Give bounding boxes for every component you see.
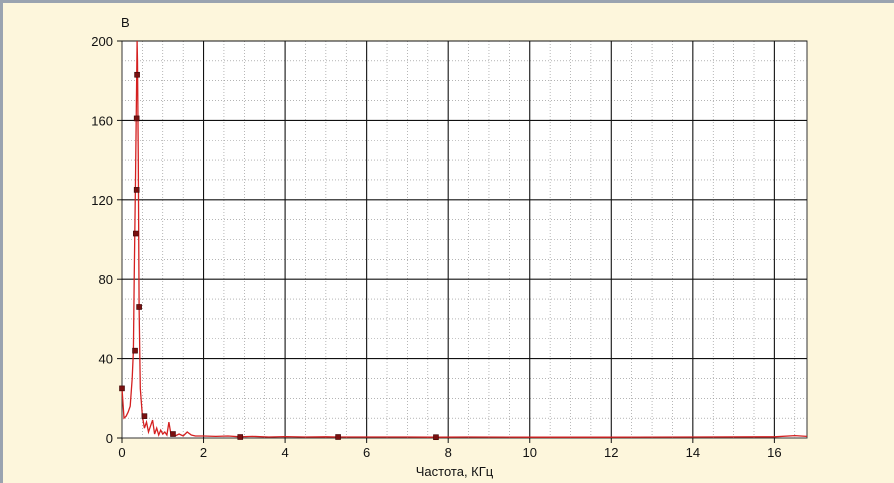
x-tick-label: 8 [445, 445, 452, 460]
x-tick-label: 4 [281, 445, 288, 460]
minor-grid [122, 41, 807, 438]
x-tick-label: 14 [686, 445, 700, 460]
x-tick-label: 16 [767, 445, 781, 460]
data-marker [433, 434, 439, 441]
x-tick-label: 10 [523, 445, 537, 460]
x-axis-label: Частота, КГц [416, 464, 494, 479]
series-markers [119, 71, 439, 441]
y-tick-label: 80 [99, 272, 113, 287]
x-tick-label: 2 [200, 445, 207, 460]
x-tick-label: 12 [604, 445, 618, 460]
y-tick-label: 120 [91, 193, 113, 208]
y-axis-ticks: 0 40 80 120 160 200 [91, 34, 122, 446]
y-tick-label: 160 [91, 113, 113, 128]
x-tick-label: 0 [118, 445, 125, 460]
series-line [121, 40, 808, 438]
data-marker [132, 347, 138, 354]
x-axis-ticks: 0 2 4 6 8 10 12 14 16 [118, 438, 782, 460]
data-marker [133, 230, 139, 237]
data-marker [335, 434, 341, 440]
data-marker [133, 187, 140, 193]
y-tick-label: 200 [91, 34, 113, 49]
data-marker [170, 431, 176, 437]
x-tick-label: 6 [363, 445, 370, 460]
y-tick-label: 0 [106, 431, 113, 446]
data-marker [136, 304, 142, 310]
data-marker [237, 434, 244, 440]
major-grid [122, 40, 807, 438]
y-axis-label: В [121, 15, 130, 30]
data-marker [141, 413, 148, 419]
data-marker [134, 71, 140, 78]
spectrum-chart: 0 2 4 6 8 10 12 14 16 0 40 80 120 160 200 В Частота, … [91, 15, 808, 479]
data-marker [133, 115, 140, 122]
y-tick-label: 40 [99, 352, 113, 367]
data-marker [119, 385, 125, 392]
